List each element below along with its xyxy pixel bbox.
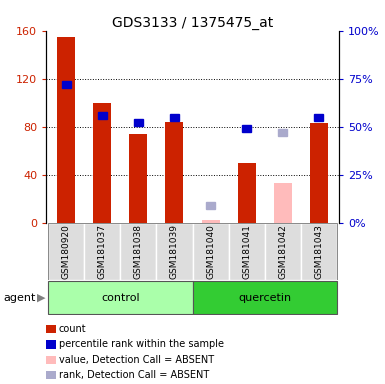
- Bar: [310, 123, 328, 223]
- Bar: [57, 37, 75, 223]
- Bar: [229, 223, 265, 280]
- Text: GSM181037: GSM181037: [98, 224, 107, 280]
- Text: GSM181040: GSM181040: [206, 224, 215, 279]
- Bar: [48, 223, 84, 280]
- Bar: [98, 112, 107, 119]
- Bar: [315, 114, 323, 121]
- Bar: [120, 223, 156, 280]
- Bar: [166, 122, 184, 223]
- Text: quercetin: quercetin: [238, 293, 291, 303]
- Bar: [201, 220, 219, 223]
- Bar: [242, 125, 251, 132]
- Text: agent: agent: [4, 293, 36, 303]
- Bar: [265, 223, 301, 280]
- Bar: [156, 223, 192, 280]
- Bar: [134, 119, 143, 126]
- Text: percentile rank within the sample: percentile rank within the sample: [59, 339, 224, 349]
- Text: GSM181038: GSM181038: [134, 224, 143, 280]
- Text: GSM181043: GSM181043: [315, 224, 323, 279]
- Title: GDS3133 / 1375475_at: GDS3133 / 1375475_at: [112, 16, 273, 30]
- Bar: [192, 281, 337, 314]
- Bar: [206, 202, 215, 209]
- Bar: [238, 163, 256, 223]
- Bar: [274, 183, 292, 223]
- Text: ▶: ▶: [37, 293, 45, 303]
- Text: GSM181039: GSM181039: [170, 224, 179, 280]
- Bar: [278, 129, 287, 136]
- Bar: [93, 103, 111, 223]
- Text: control: control: [101, 293, 140, 303]
- Bar: [192, 223, 229, 280]
- Bar: [84, 223, 120, 280]
- Text: count: count: [59, 324, 87, 334]
- Text: value, Detection Call = ABSENT: value, Detection Call = ABSENT: [59, 355, 214, 365]
- Text: GSM180920: GSM180920: [62, 224, 70, 279]
- Bar: [129, 134, 147, 223]
- Bar: [62, 81, 70, 88]
- Text: GSM181042: GSM181042: [278, 224, 287, 279]
- Bar: [170, 114, 179, 121]
- Bar: [48, 281, 192, 314]
- Bar: [301, 223, 337, 280]
- Text: rank, Detection Call = ABSENT: rank, Detection Call = ABSENT: [59, 370, 209, 380]
- Text: GSM181041: GSM181041: [242, 224, 251, 279]
